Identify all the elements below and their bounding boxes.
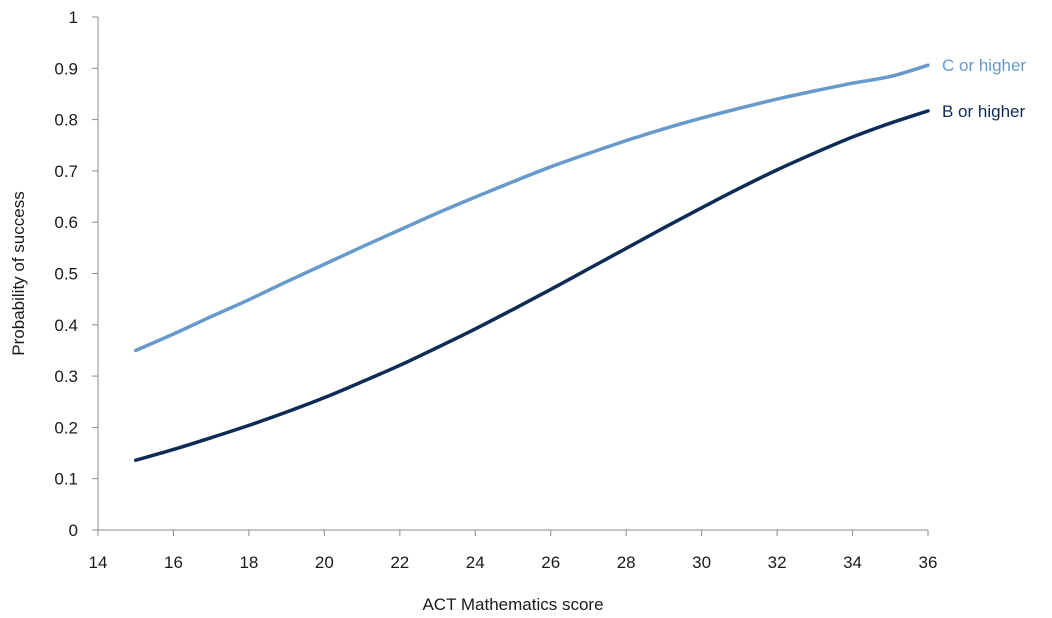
x-tick-label: 18: [239, 553, 258, 572]
x-tick-label: 30: [692, 553, 711, 572]
x-tick-label: 16: [164, 553, 183, 572]
y-tick-label: 0.5: [54, 265, 78, 284]
series-line-c-or-higher: [133, 63, 930, 353]
x-tick-label: 24: [466, 553, 485, 572]
x-tick-label: 20: [315, 553, 334, 572]
x-tick-label: 34: [843, 553, 862, 572]
y-tick-label: 0: [69, 521, 78, 540]
y-tick-label: 0.8: [54, 111, 78, 130]
x-tick-label: 14: [89, 553, 108, 572]
x-tick-label: 22: [390, 553, 409, 572]
y-tick-label: 0.4: [54, 316, 78, 335]
x-axis-title: ACT Mathematics score: [422, 595, 603, 614]
y-axis: 0 0.1 0.2 0.3 0.4 0.5 0.6 0.7 0.8 0.9 1: [54, 8, 99, 540]
x-tick-label: 28: [617, 553, 636, 572]
x-tick-label: 26: [541, 553, 560, 572]
y-tick-label: 1: [69, 8, 78, 27]
y-tick-label: 0.9: [54, 59, 78, 78]
y-axis-title: Probability of success: [9, 191, 28, 355]
x-axis: 14 16 18 20 22 24 26 28 30 32 34 36: [89, 529, 938, 572]
series-label-b-or-higher: B or higher: [942, 102, 1025, 121]
x-tick-label: 32: [768, 553, 787, 572]
y-tick-label: 0.6: [54, 213, 78, 232]
y-tick-label: 0.1: [54, 470, 78, 489]
y-tick-label: 0.7: [54, 162, 78, 181]
y-tick-label: 0.2: [54, 418, 78, 437]
series-line-b-or-higher: [133, 109, 930, 462]
series-labels: C or higher B or higher: [942, 56, 1026, 121]
x-tick-label: 36: [919, 553, 938, 572]
y-tick-label: 0.3: [54, 367, 78, 386]
series-label-c-or-higher: C or higher: [942, 56, 1026, 75]
series-lines: [133, 63, 930, 462]
